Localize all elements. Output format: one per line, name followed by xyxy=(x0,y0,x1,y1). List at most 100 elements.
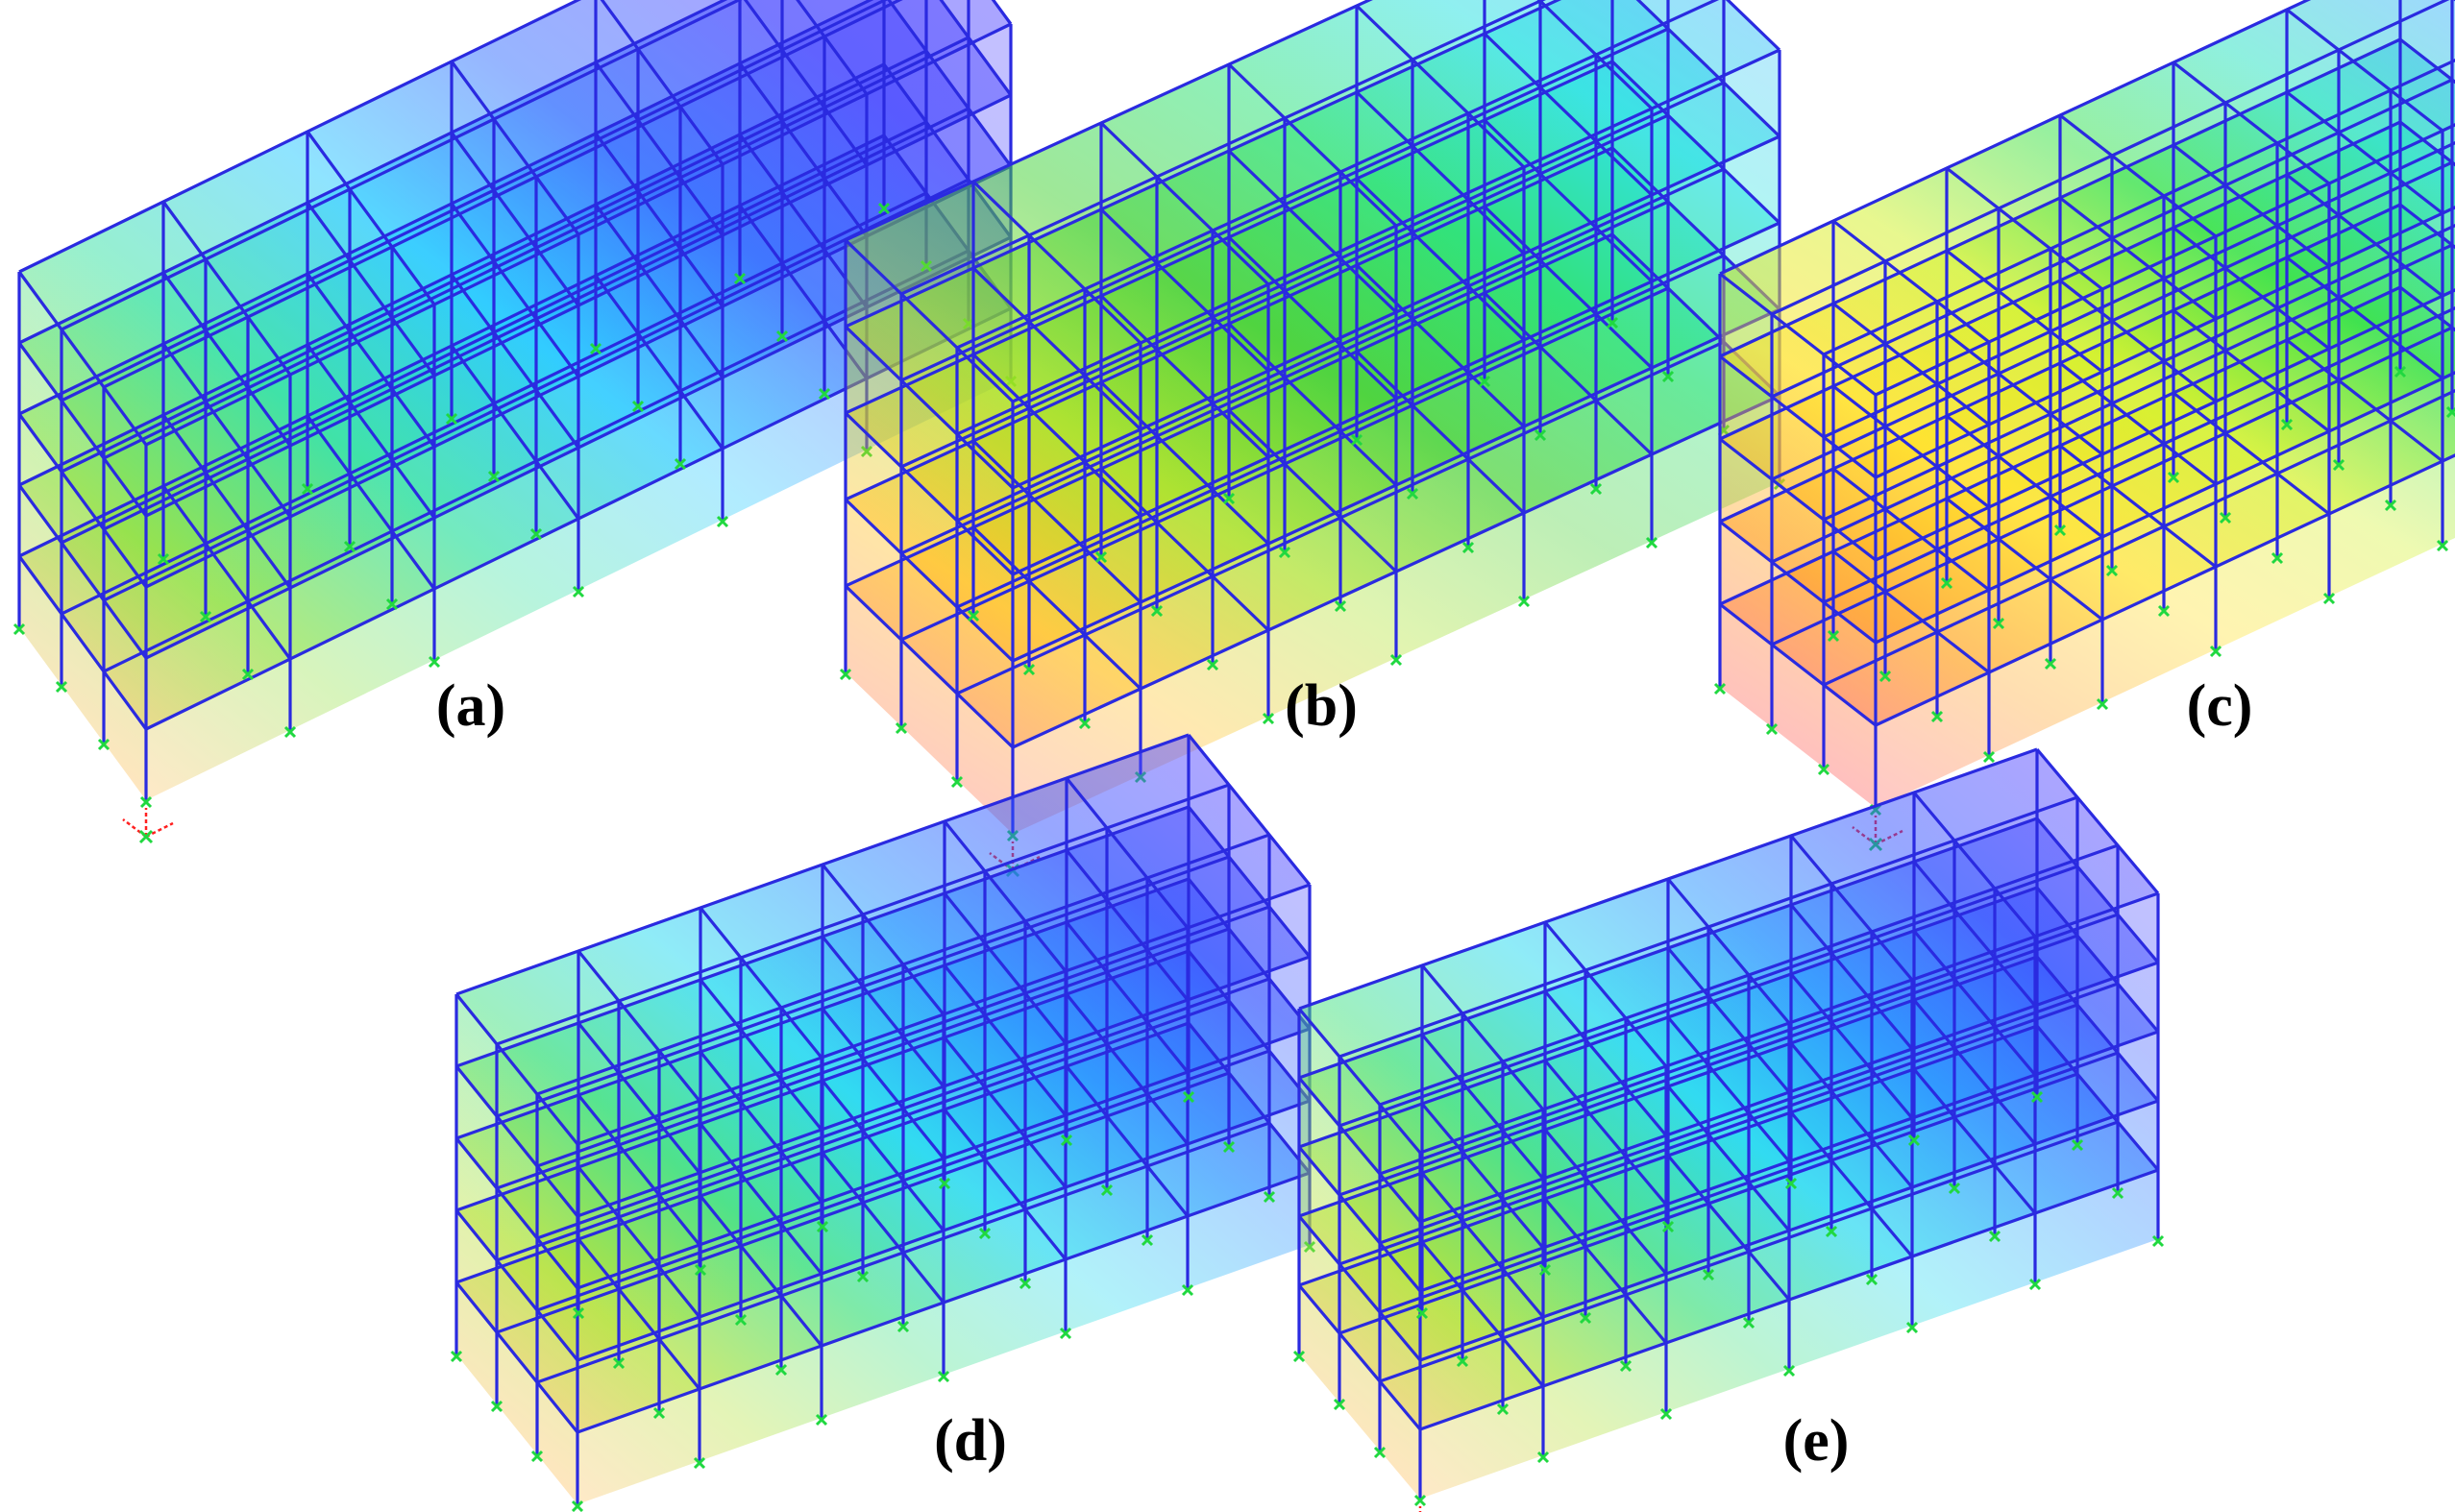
beam xyxy=(943,891,1068,1045)
model-e xyxy=(1292,747,2165,1512)
beam xyxy=(306,202,436,377)
beam xyxy=(699,906,823,1060)
end-face xyxy=(1299,1009,1420,1499)
fixed-support-icon xyxy=(530,1450,544,1463)
beam xyxy=(971,353,1142,518)
fixed-support-icon xyxy=(301,482,314,496)
fixed-support-icon xyxy=(2096,697,2109,711)
fixed-support-icon xyxy=(1784,1177,1798,1190)
panel-c: (c) xyxy=(1713,0,2455,852)
beam xyxy=(577,1165,701,1319)
fixed-support-icon xyxy=(1907,1134,1921,1147)
beam xyxy=(971,525,1142,691)
fixed-support-icon xyxy=(978,1227,992,1240)
fixed-support-icon xyxy=(2209,645,2222,658)
beam xyxy=(17,555,148,730)
axis-triad-icon xyxy=(1418,1506,1422,1512)
panel-d: (d) xyxy=(450,733,1316,1512)
fixed-support-icon xyxy=(1538,1263,1552,1277)
fixed-support-icon xyxy=(571,1500,584,1512)
beam xyxy=(939,0,1013,96)
fixed-support-icon xyxy=(716,515,729,528)
fixed-support-icon xyxy=(2028,1278,2042,1291)
beam xyxy=(1719,272,1877,397)
beam xyxy=(1065,992,1190,1146)
beam xyxy=(577,1021,701,1175)
fixed-support-icon xyxy=(1930,710,1944,723)
beam xyxy=(2059,444,2217,569)
fixed-support-icon xyxy=(1765,722,1779,736)
beam xyxy=(1719,437,1877,562)
beam xyxy=(821,1007,945,1160)
beam xyxy=(594,133,724,307)
fixed-support-icon xyxy=(199,610,212,623)
beam xyxy=(2286,173,2443,298)
beam xyxy=(1832,549,1990,674)
fixed-support-icon xyxy=(487,470,501,483)
fixed-support-icon xyxy=(612,1356,626,1370)
beam xyxy=(2399,203,2455,250)
beam xyxy=(1719,602,1877,727)
fixed-support-icon xyxy=(856,1270,870,1283)
beam xyxy=(450,203,580,378)
beam xyxy=(971,180,1142,345)
fixed-support-icon xyxy=(652,1406,666,1420)
fixed-support-icon xyxy=(1094,550,1108,564)
model-d xyxy=(450,733,1316,1512)
fixed-support-icon xyxy=(967,609,980,622)
fixed-support-icon xyxy=(1222,492,1236,505)
beam xyxy=(1832,302,1990,427)
beam xyxy=(1483,205,1654,370)
axis-triad-icon xyxy=(122,808,174,844)
beam xyxy=(2399,285,2455,332)
beam xyxy=(1483,118,1654,283)
beam xyxy=(943,1036,1068,1189)
beam xyxy=(1187,877,1312,1031)
beam xyxy=(844,325,1015,490)
beam xyxy=(1297,1007,1422,1155)
beam xyxy=(1483,32,1654,197)
beam xyxy=(821,863,945,1016)
beam xyxy=(1789,1041,1914,1189)
beam xyxy=(1355,4,1526,169)
fixed-support-icon xyxy=(2151,1234,2165,1248)
fixed-support-icon xyxy=(157,552,170,566)
end-face xyxy=(846,240,1013,834)
fixed-support-icon xyxy=(877,202,891,215)
beam xyxy=(1946,497,2103,622)
beam xyxy=(17,413,148,588)
beam xyxy=(1666,946,1791,1094)
fixed-support-icon xyxy=(572,1306,585,1320)
beam xyxy=(577,949,701,1103)
beam xyxy=(1420,1171,1545,1319)
beam xyxy=(699,1050,823,1204)
fixed-support-icon xyxy=(428,655,441,669)
beam xyxy=(306,344,436,519)
fixed-support-icon xyxy=(1992,617,2005,630)
beam xyxy=(577,1093,701,1247)
beam xyxy=(1832,219,1990,344)
end-face xyxy=(1720,274,1876,808)
beam xyxy=(594,204,724,378)
fixed-support-icon xyxy=(1478,375,1491,388)
fixed-support-icon xyxy=(1619,1359,1633,1373)
fixed-support-icon xyxy=(818,387,831,401)
beam xyxy=(1297,1145,1422,1293)
beam xyxy=(1946,166,2103,291)
fixed-support-icon xyxy=(1825,1225,1838,1238)
beam xyxy=(699,978,823,1132)
beam xyxy=(1719,520,1877,645)
beam xyxy=(943,963,1068,1117)
beam xyxy=(1355,350,1526,515)
beam xyxy=(1420,963,1545,1111)
beam xyxy=(17,342,148,517)
beam xyxy=(1666,1085,1791,1232)
beam xyxy=(1912,929,2037,1077)
beam xyxy=(2173,143,2330,268)
beam xyxy=(1635,0,1781,138)
fixed-support-icon xyxy=(343,540,356,553)
fixed-support-icon xyxy=(1742,1316,1755,1329)
beam xyxy=(1946,331,2103,456)
fixed-support-icon xyxy=(1782,1364,1796,1378)
